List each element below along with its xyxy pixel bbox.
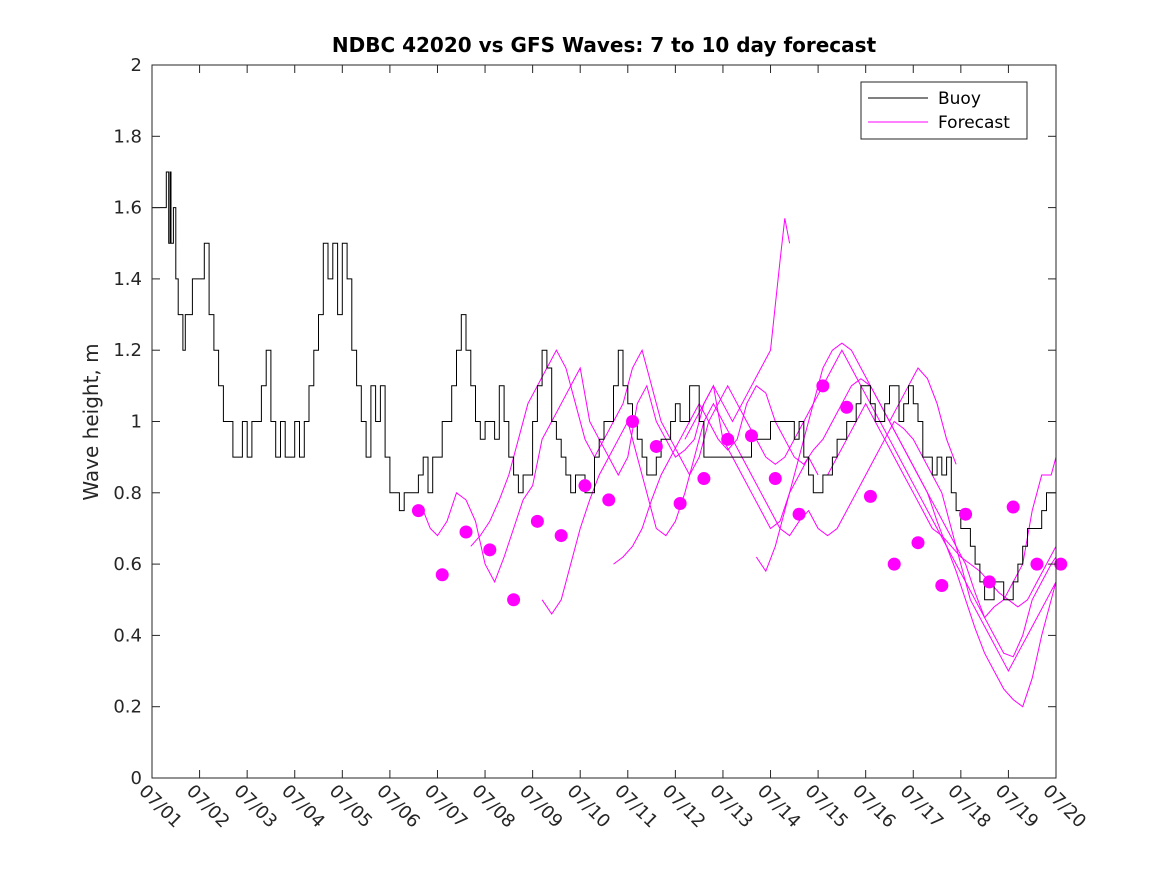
forecast-point [697,472,711,486]
forecast-point [887,557,901,571]
x-tick-label: 07/05 [325,781,377,833]
chart-title: NDBC 42020 vs GFS Waves: 7 to 10 day for… [332,33,877,57]
y-axis-ticks: 0 0.2 0.4 0.6 0.8 1 1.2 1.4 1.6 1.8 2 [113,55,1056,789]
x-tick-label: 07/16 [848,781,900,833]
forecast-point [626,415,640,428]
forecast-point [578,479,592,493]
forecast-point [959,507,973,521]
x-tick-label: 07/11 [610,781,662,833]
x-tick-label: 07/15 [801,781,853,833]
y-tick-label: 0.4 [113,625,142,646]
forecast-series-line [889,367,957,465]
x-tick-label: 07/14 [753,781,805,833]
x-tick-label: 07/10 [563,781,615,833]
forecast-point [863,489,877,503]
forecast-point [530,514,544,528]
y-tick-label: 1 [131,412,142,433]
buoy-series-line [152,171,1056,601]
forecast-point [721,432,735,446]
forecast-point [435,568,449,582]
forecast-point [602,493,616,507]
x-tick-label: 07/08 [468,781,520,833]
forecast-point [411,504,425,518]
y-tick-label: 0 [131,768,142,789]
x-tick-label: 07/02 [182,781,234,833]
x-tick-label: 07/19 [991,781,1043,833]
legend: Buoy Forecast [860,81,1028,140]
forecast-point [1030,557,1044,571]
legend-buoy-label: Buoy [938,89,981,109]
x-tick-label: 07/07 [420,781,472,833]
forecast-point [649,439,663,453]
forecast-series-line [613,378,1057,708]
x-tick-label: 07/12 [658,781,710,833]
y-tick-label: 2 [131,55,142,76]
forecast-point [792,507,806,521]
forecast-point [911,536,925,550]
forecast-point [816,379,830,393]
forecast-point [768,472,782,486]
x-tick-label: 07/17 [896,781,948,833]
forecast-point [840,400,854,414]
forecast-series-line [470,348,1057,619]
forecast-series-line [422,366,819,584]
forecast-point [982,575,996,589]
y-tick-label: 1.4 [113,269,142,290]
x-tick-label: 07/18 [943,781,995,833]
forecast-point [483,543,497,557]
forecast-point [935,578,949,592]
y-tick-label: 0.2 [113,697,142,718]
forecast-points-layer [411,379,1068,607]
forecast-point [673,496,687,510]
forecast-point [459,525,473,539]
x-tick-label: 07/03 [230,781,282,833]
legend-box [860,81,1028,140]
forecast-point [744,429,758,443]
forecast-point [1006,500,1020,514]
x-tick-label: 07/13 [705,781,757,833]
y-tick-label: 1.6 [113,198,142,219]
forecast-series-line [827,402,1057,608]
y-axis-label: Wave height, m [79,343,103,500]
legend-forecast-label: Forecast [938,113,1010,133]
y-tick-label: 1.8 [113,126,142,147]
y-tick-label: 0.6 [113,554,142,575]
forecast-series-line [684,218,791,440]
y-tick-label: 0.8 [113,483,142,504]
x-tick-label: 07/04 [277,781,329,833]
forecast-point [507,593,521,607]
x-tick-label: 07/06 [372,781,424,833]
x-tick-label: 07/01 [134,781,186,833]
forecast-point [554,529,568,543]
x-tick-label: 07/09 [515,781,567,833]
y-tick-label: 1.2 [113,340,142,361]
forecast-point [1054,557,1068,571]
forecast-series-line [755,342,1057,658]
x-tick-label: 07/20 [1038,781,1090,833]
